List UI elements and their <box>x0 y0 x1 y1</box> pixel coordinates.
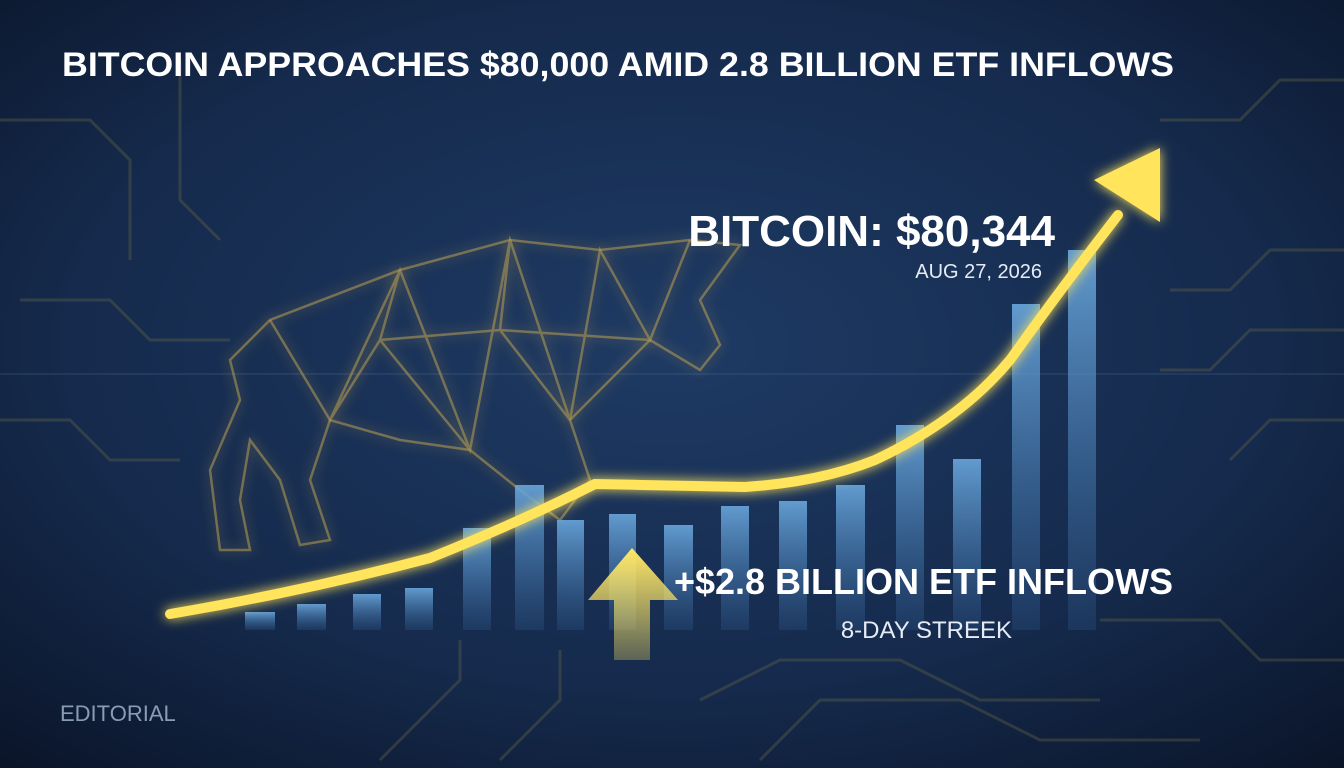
bull-mesh <box>268 235 692 455</box>
bar <box>353 594 381 630</box>
bar <box>836 485 865 630</box>
trace <box>0 118 132 260</box>
bar <box>721 506 749 630</box>
trend-arrowhead <box>1094 148 1160 222</box>
headline: BITCOIN APPROACHES $80,000 AMID 2.8 BILL… <box>62 46 1174 84</box>
inflows-label: +$2.8 BILLION ETF INFLOWS <box>674 561 1173 602</box>
bar <box>245 612 275 630</box>
bar <box>1068 250 1096 630</box>
trace <box>1228 418 1344 462</box>
circuit-traces <box>0 60 1344 762</box>
bar <box>405 588 433 630</box>
trace <box>1170 248 1344 292</box>
trace <box>758 698 1200 762</box>
trace <box>1160 78 1344 122</box>
trace <box>178 60 222 242</box>
bar <box>896 425 924 630</box>
price-date: AUG 27, 2026 <box>915 261 1042 283</box>
trace <box>20 298 230 342</box>
price-label: BITCOIN: $80,344 <box>688 207 1055 256</box>
bar <box>953 459 981 630</box>
inflows-note: 8-DAY STREEK <box>841 617 1012 644</box>
trace <box>1160 328 1344 372</box>
trace <box>0 418 180 462</box>
editorial-tag: EDITORIAL <box>60 701 176 726</box>
trace <box>699 658 1100 702</box>
trend-arrow <box>165 148 1160 619</box>
bar <box>779 501 807 630</box>
trend-line <box>165 210 1123 619</box>
bar <box>664 525 693 630</box>
up-arrow <box>588 548 678 660</box>
trace <box>498 650 562 762</box>
bar <box>557 520 584 630</box>
trace <box>1100 618 1344 662</box>
trace <box>378 640 462 762</box>
bar <box>297 604 326 630</box>
